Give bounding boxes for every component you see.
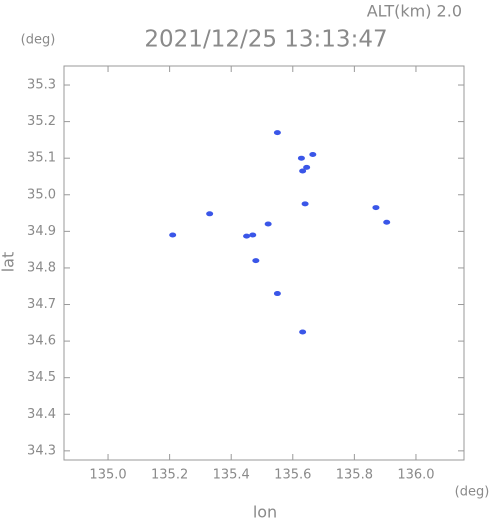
y-tick-label: 34.6 bbox=[27, 334, 56, 349]
x-tick-label: 135.0 bbox=[89, 468, 126, 483]
y-tick-label: 35.0 bbox=[27, 187, 56, 202]
echo-point bbox=[273, 130, 281, 136]
echo-point bbox=[249, 232, 257, 238]
echo-point bbox=[297, 155, 305, 161]
y-tick-label: 35.1 bbox=[27, 151, 56, 166]
echo-point bbox=[169, 232, 177, 238]
echo-point bbox=[299, 329, 307, 335]
echo-point bbox=[303, 164, 311, 170]
echo-point bbox=[299, 168, 307, 174]
echo-point bbox=[372, 205, 380, 211]
y-tick-label: 34.9 bbox=[27, 224, 56, 239]
x-tick-label: 135.2 bbox=[151, 468, 188, 483]
echo-point bbox=[301, 201, 309, 207]
echo-point bbox=[206, 211, 214, 217]
echo-point bbox=[264, 221, 272, 227]
plot-frame bbox=[63, 65, 465, 461]
y-tick-label: 35.2 bbox=[27, 114, 56, 129]
y-tick-label: 35.3 bbox=[27, 78, 56, 93]
y-axis-label: lat bbox=[0, 252, 18, 273]
echo-point bbox=[383, 219, 391, 225]
x-tick-label: 135.8 bbox=[336, 468, 373, 483]
y-tick-label: 34.4 bbox=[27, 407, 56, 422]
echo-point bbox=[273, 291, 281, 297]
y-unit: (deg) bbox=[21, 33, 56, 48]
x-unit: (deg) bbox=[455, 485, 490, 500]
chart-title: 2021/12/25 13:13:47 bbox=[144, 27, 387, 53]
y-tick-label: 34.7 bbox=[27, 297, 56, 312]
echo-point bbox=[243, 233, 251, 239]
echo-point bbox=[252, 258, 260, 264]
x-axis-label: lon bbox=[253, 503, 277, 521]
x-tick-label: 136.0 bbox=[397, 468, 434, 483]
x-tick-label: 135.6 bbox=[274, 468, 311, 483]
y-tick-label: 34.8 bbox=[27, 260, 56, 275]
chart-subtitle: ALT(km) 2.0 bbox=[367, 2, 462, 21]
y-tick-label: 34.5 bbox=[27, 370, 56, 385]
y-tick-label: 34.3 bbox=[27, 443, 56, 458]
x-tick-label: 135.4 bbox=[213, 468, 250, 483]
echo-point bbox=[309, 152, 317, 158]
